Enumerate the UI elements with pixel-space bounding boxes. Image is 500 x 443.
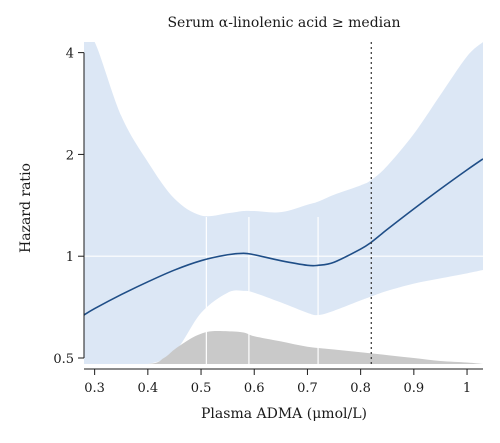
- plot-area: [84, 42, 483, 364]
- confidence-band: [84, 42, 483, 364]
- x-tick-label: 0.7: [297, 381, 318, 396]
- density-area: [84, 330, 483, 364]
- x-tick-label: 0.4: [137, 381, 158, 396]
- x-tick-label: 0.5: [191, 381, 212, 396]
- x-axis-title: Plasma ADMA (μmol/L): [201, 406, 367, 422]
- x-tick-label: 1: [463, 381, 471, 396]
- axes: 0.5 1 2 4 0.3 0.4 0.5 0.6 0.7 0.8 0.9 1: [53, 47, 483, 396]
- x-tick-label: 0.9: [403, 381, 424, 396]
- y-tick-label: 4: [66, 47, 74, 62]
- y-tick-label: 2: [66, 148, 74, 163]
- y-axis-title: Hazard ratio: [18, 163, 34, 253]
- y-tick-label: 0.5: [53, 352, 74, 367]
- hazard-ratio-line: [84, 158, 483, 316]
- y-tick-label: 1: [66, 250, 74, 265]
- plot-content: [84, 42, 483, 364]
- x-tick-label: 0.3: [84, 381, 105, 396]
- chart-title: Serum α-linolenic acid ≥ median: [167, 15, 400, 31]
- x-tick-label: 0.6: [244, 381, 265, 396]
- x-tick-label: 0.8: [350, 381, 371, 396]
